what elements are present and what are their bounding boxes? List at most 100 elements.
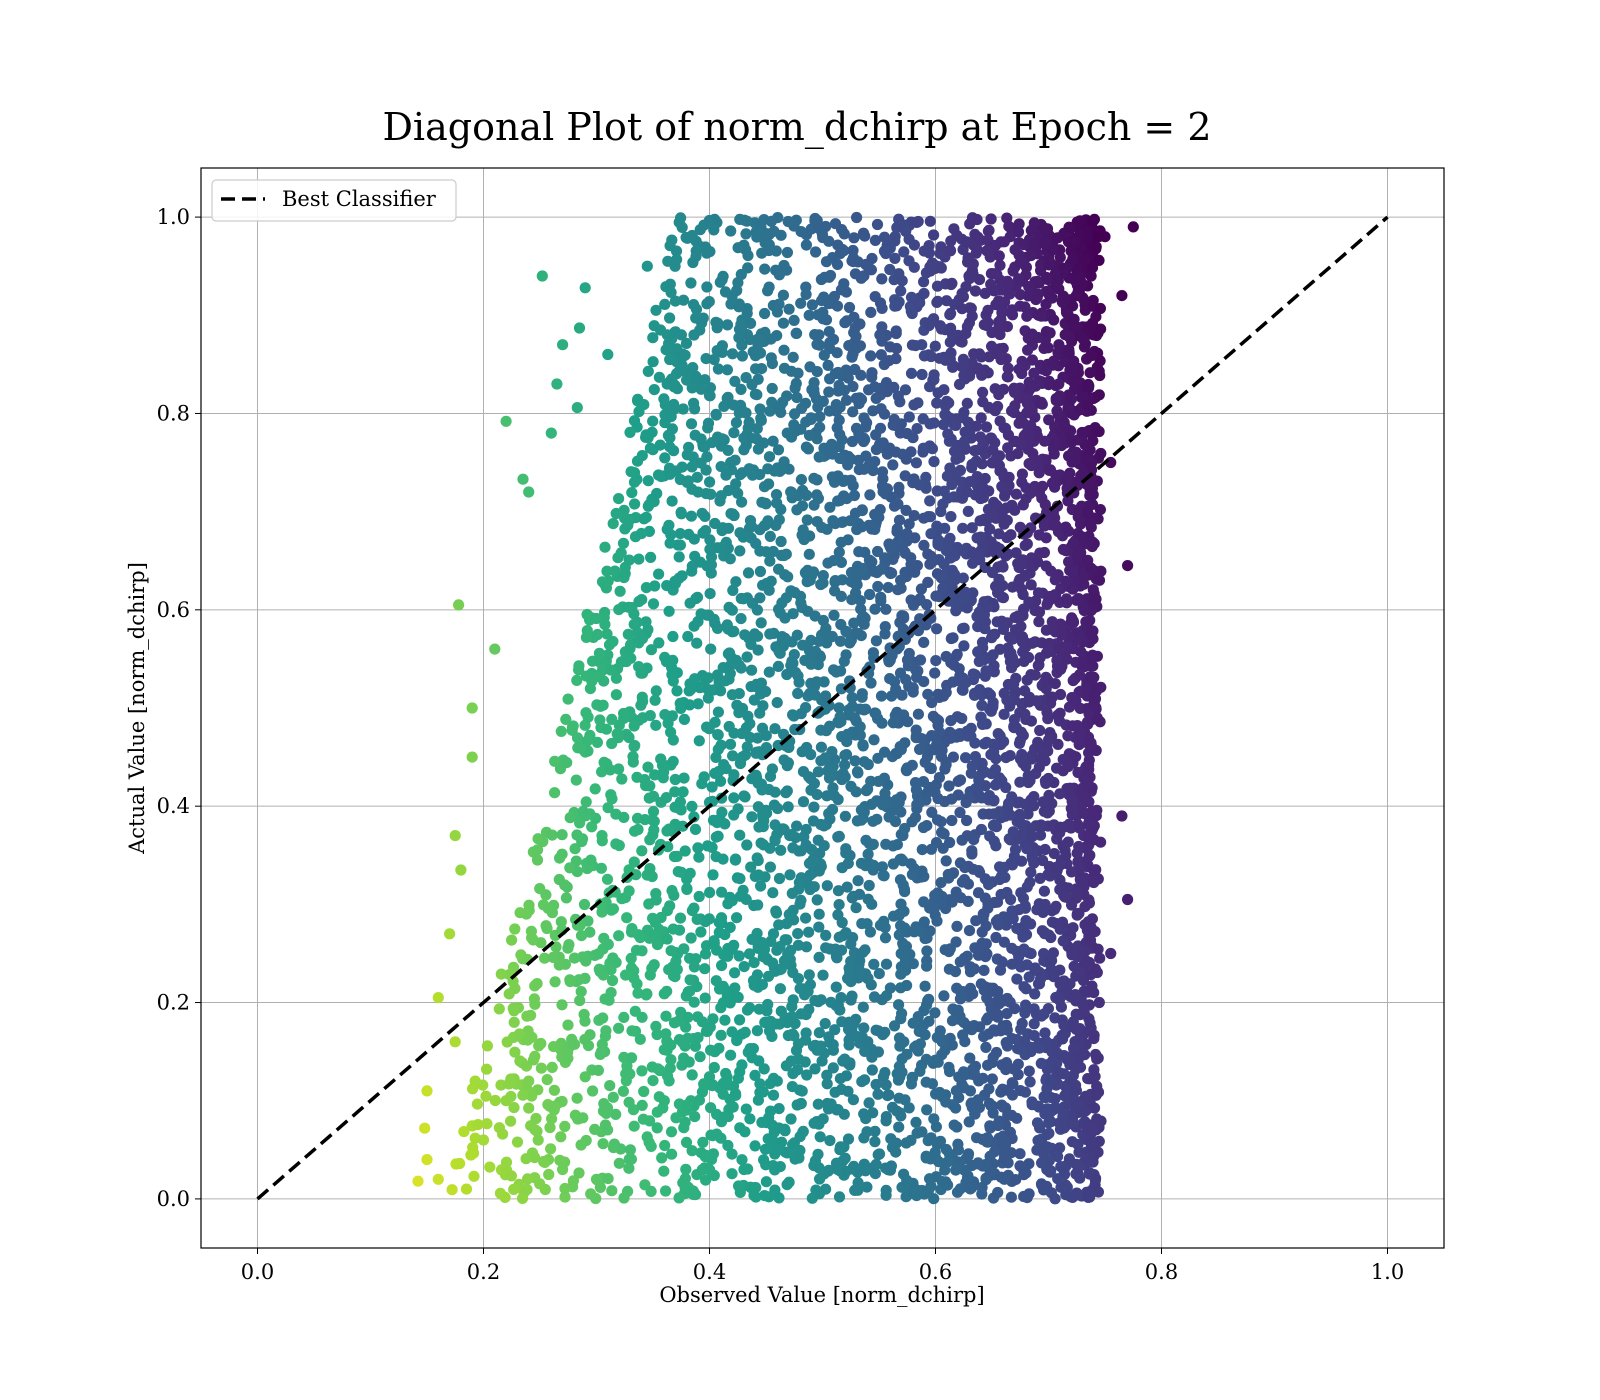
scatter-point: [898, 1036, 910, 1048]
scatter-point: [858, 756, 871, 768]
scatter-point: [670, 245, 683, 257]
scatter-point: [637, 695, 649, 708]
scatter-point: [559, 1120, 571, 1132]
scatter-point: [1016, 828, 1028, 841]
scatter-point: [969, 285, 982, 297]
scatter-point: [954, 1183, 967, 1195]
scatter-point: [820, 690, 832, 702]
scatter-point: [1069, 989, 1081, 1001]
scatter-point: [830, 399, 842, 411]
scatter-point: [556, 829, 568, 841]
scatter-point: [956, 361, 968, 373]
scatter-point: [784, 869, 796, 881]
scatter-point: [930, 1121, 943, 1133]
scatter-point: [562, 1019, 574, 1031]
scatter-point: [817, 969, 829, 981]
scatter-point: [1028, 217, 1040, 229]
scatter-point: [783, 303, 795, 315]
x-tick-label: 0.8: [1145, 1260, 1178, 1284]
scatter-point: [962, 505, 974, 517]
scatter-point: [1033, 606, 1046, 618]
scatter-point: [751, 423, 763, 435]
scatter-point: [734, 829, 746, 841]
scatter-point: [688, 961, 701, 973]
scatter-point: [966, 310, 978, 322]
scatter-point: [1078, 872, 1091, 884]
scatter-point: [925, 843, 938, 855]
scatter-point: [722, 391, 734, 403]
scatter-point: [856, 918, 868, 930]
scatter-point: [829, 943, 842, 955]
scatter-point: [690, 592, 702, 605]
scatter-point: [805, 413, 817, 425]
scatter-point: [978, 964, 990, 977]
scatter-point: [736, 350, 749, 362]
scatter-point: [818, 1047, 831, 1059]
scatter-point: [842, 1085, 854, 1097]
scatter-point: [677, 786, 689, 798]
scatter-point: [893, 999, 905, 1011]
scatter-point: [773, 563, 785, 575]
scatter-point: [972, 646, 984, 658]
scatter-point: [776, 597, 788, 609]
scatter-point: [959, 593, 971, 605]
scatter-point: [874, 919, 887, 931]
scatter-point: [548, 1041, 560, 1053]
scatter-point: [781, 246, 794, 259]
scatter-point: [625, 952, 637, 965]
scatter-point: [907, 1017, 919, 1029]
scatter-point: [1039, 435, 1051, 447]
scatter-point: [842, 972, 854, 985]
scatter-point: [709, 517, 721, 530]
scatter-point: [809, 610, 821, 622]
scatter-point: [1035, 819, 1047, 831]
scatter-point: [1028, 1018, 1040, 1030]
scatter-point: [680, 1180, 692, 1192]
scatter-point: [998, 1151, 1011, 1163]
scatter-point: [699, 992, 711, 1004]
scatter-point: [893, 481, 905, 493]
scatter-point: [792, 1038, 805, 1050]
scatter-point: [945, 732, 957, 744]
scatter-point: [1015, 726, 1027, 738]
scatter-point: [899, 470, 911, 482]
scatter-point: [580, 796, 592, 808]
scatter-point: [896, 1008, 908, 1020]
scatter-point: [655, 470, 667, 483]
scatter-point: [813, 1162, 825, 1174]
scatter-point: [1054, 707, 1066, 719]
scatter-point: [871, 813, 883, 825]
scatter-point: [917, 442, 930, 454]
scatter-point: [686, 1145, 698, 1157]
scatter-point: [773, 872, 786, 885]
scatter-point: [1023, 428, 1035, 440]
scatter-point: [829, 585, 841, 597]
scatter-point: [562, 693, 574, 705]
scatter-point: [843, 1016, 855, 1028]
scatter-point: [689, 429, 701, 441]
scatter-point: [665, 286, 677, 298]
scatter-point: [658, 988, 670, 1000]
scatter-point: [803, 969, 815, 981]
scatter-point: [667, 734, 679, 746]
scatter-point: [1081, 716, 1094, 728]
scatter-point: [815, 755, 827, 767]
scatter-point: [828, 555, 840, 567]
scatter-point: [595, 1045, 608, 1058]
scatter-point: [970, 247, 982, 259]
scatter-point: [990, 541, 1003, 553]
scatter-point: [771, 697, 783, 709]
scatter-point: [756, 1116, 768, 1128]
scatter-point: [667, 630, 679, 643]
scatter-point: [811, 676, 823, 688]
scatter-point: [605, 664, 617, 676]
scatter-point: [1023, 281, 1035, 293]
scatter-point: [663, 519, 675, 531]
scatter-point: [769, 723, 781, 735]
scatter-point: [990, 499, 1002, 511]
scatter-point: [653, 637, 665, 649]
scatter-point: [1023, 1065, 1035, 1077]
scatter-point: [929, 1146, 941, 1158]
scatter-point: [964, 476, 976, 488]
scatter-point: [606, 974, 619, 987]
